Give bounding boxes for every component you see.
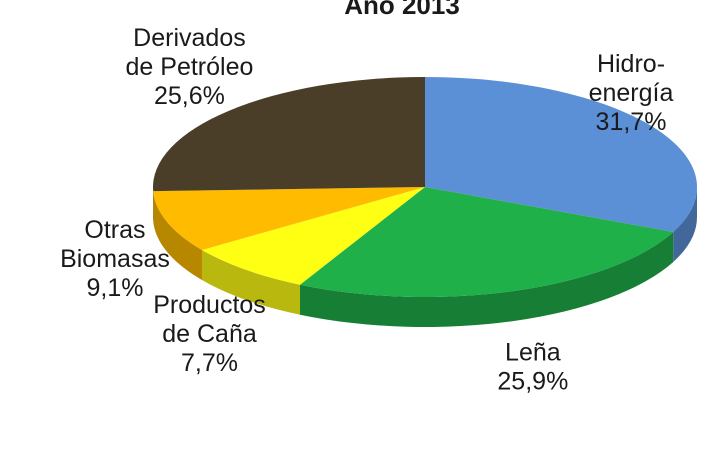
chart-title: Año 2013 <box>344 0 460 20</box>
pie-side-otras-biomasas <box>153 191 202 280</box>
data-label-line: Biomasas <box>60 245 170 273</box>
data-label-otras-biomasas: Otras Biomasas 9,1% <box>60 216 170 302</box>
data-label-line: 25,9% <box>497 367 568 395</box>
pie-slice-productos-de-cana <box>201 187 425 285</box>
data-label-derivados-de-petroleo: Derivados de Petróleo 25,6% <box>126 24 254 110</box>
pie-side-productos-de-cana <box>201 249 300 315</box>
data-label-line: Leña <box>505 338 561 366</box>
pie-labels: Hidro-energía 31,7% Leña 25,9% Productos de C… <box>60 24 673 395</box>
pie-side-hidro-energia <box>673 187 697 262</box>
data-label-line: 9,1% <box>86 274 143 302</box>
data-label-line: energía <box>589 79 674 107</box>
data-label-hidro-energia: Hidro-energía 31,7% <box>589 50 674 136</box>
pie-slice-hidro-energia <box>425 77 697 232</box>
data-label-line: de Petróleo <box>126 53 254 81</box>
data-label-line: 25,6% <box>154 82 225 110</box>
pie-slice-derivados-de-petroleo <box>153 77 425 192</box>
pie-slice-lena <box>299 187 674 297</box>
data-label-line: 7,7% <box>181 349 238 377</box>
data-label-line: 31,7% <box>596 108 667 136</box>
pie-slice-otras-biomasas <box>153 187 425 250</box>
data-label-line: Otras <box>84 216 145 244</box>
data-label-productos-de-cana: Productos de Caña 7,7% <box>153 291 266 377</box>
pie-slices <box>153 77 697 297</box>
data-label-line: Derivados <box>133 24 246 52</box>
data-label-line: Productos <box>153 291 266 319</box>
pie-side-lena <box>299 231 674 328</box>
pie-sides <box>153 187 697 328</box>
data-label-line: de Caña <box>162 320 257 348</box>
data-label-lena: Leña 25,9% <box>497 338 568 395</box>
data-label-line: Hidro- <box>597 50 665 78</box>
